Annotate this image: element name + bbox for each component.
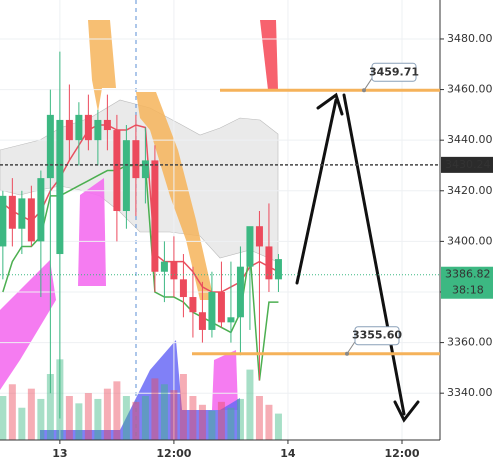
y-tick-label: 3460.00	[447, 83, 493, 96]
candle-body	[56, 119, 64, 255]
volume-bar	[122, 396, 130, 440]
price-label: 3386.82	[445, 268, 491, 281]
countdown: 38:18	[452, 284, 484, 297]
red-ribbon	[260, 20, 278, 90]
candle-body	[84, 114, 92, 141]
candle-body	[208, 291, 216, 330]
candle-body	[151, 160, 159, 272]
y-tick-label: 3400.00	[447, 234, 493, 247]
volume-bar	[18, 407, 26, 440]
arrows	[295, 92, 420, 423]
volume-bar	[94, 398, 102, 440]
price-box	[441, 156, 493, 173]
level-box	[354, 326, 400, 346]
y-tick-label: 3360.00	[447, 336, 493, 349]
level-label: 3459.71	[369, 65, 419, 78]
candle-body	[189, 297, 197, 313]
magenta-ribbon	[0, 260, 56, 390]
y-tick-label: 3340.00	[447, 386, 493, 399]
candle-body	[94, 119, 102, 141]
level-label: 3355.60	[352, 329, 402, 342]
volume-bar	[84, 393, 92, 440]
volume-bar	[37, 398, 45, 440]
y-tick-label: 3480.00	[447, 32, 493, 45]
magenta-ribbon	[78, 178, 106, 286]
volume-bar	[160, 384, 168, 440]
x-tick-label: 12:00	[156, 447, 191, 460]
arrow-head	[316, 92, 344, 116]
candle-body	[27, 198, 35, 242]
volume-bar	[8, 384, 16, 440]
volume-bar	[227, 407, 235, 440]
volume-bar	[198, 404, 206, 440]
candle-body	[236, 266, 244, 318]
moving-average	[2, 124, 279, 293]
volume-bar	[208, 410, 216, 440]
volume-bar	[75, 403, 83, 440]
candle-body	[170, 261, 178, 280]
volume-bar	[274, 413, 282, 440]
candle-body	[8, 195, 16, 229]
x-tick-label: 13	[52, 447, 67, 460]
level-box	[371, 62, 417, 82]
level-anchor	[362, 88, 366, 93]
price-label: 3430.24	[445, 158, 491, 171]
volume-bar	[103, 388, 111, 440]
candle-body	[0, 195, 7, 247]
blue-ribbon	[40, 340, 240, 440]
y-tick-label: 3440.00	[447, 133, 493, 146]
volume-bar	[236, 398, 244, 440]
volume-bar	[151, 378, 159, 440]
x-tick-label: 14	[280, 447, 296, 460]
volume-bar	[170, 390, 178, 440]
volume-bar	[132, 401, 140, 440]
candle-body	[246, 226, 254, 267]
candle-body	[37, 178, 45, 242]
candle-body	[255, 226, 263, 247]
arrow-up	[295, 98, 338, 285]
volume-bar	[179, 374, 187, 440]
volume-bar	[27, 388, 35, 440]
candle-body	[46, 114, 54, 179]
volume-bar	[255, 396, 263, 440]
volume-bar	[0, 396, 7, 440]
candle-body	[75, 114, 83, 141]
price-box	[441, 266, 493, 299]
candle-body	[160, 261, 168, 272]
candle-body	[227, 317, 235, 323]
volume-bar	[217, 401, 225, 440]
y-tick-label: 3420.00	[447, 184, 493, 197]
volume-bar	[265, 404, 273, 440]
arrow-down	[342, 93, 406, 416]
candle-body	[141, 160, 149, 179]
volume-bar	[65, 396, 73, 440]
level-anchor	[345, 351, 349, 356]
candle-body	[217, 291, 225, 323]
candle-body	[198, 312, 206, 330]
orange-ribbon	[136, 92, 214, 300]
volume-bar	[113, 381, 121, 440]
candle-body	[113, 130, 121, 212]
candle-body	[132, 140, 140, 179]
candle-body	[65, 119, 73, 141]
arrow-head	[393, 400, 420, 423]
candle-body	[103, 119, 111, 131]
candle-body	[122, 140, 130, 212]
volume-bar	[46, 374, 54, 440]
x-tick-label: 12:00	[384, 447, 419, 460]
volume-bar	[189, 396, 197, 440]
magenta-ribbon	[212, 350, 238, 410]
candle-body	[274, 259, 282, 280]
orange-ribbon	[88, 20, 116, 112]
volume-bar	[246, 369, 254, 440]
candle-body	[179, 279, 187, 298]
volume-bar	[141, 396, 149, 440]
candle-body	[265, 246, 273, 280]
plot	[0, 0, 440, 440]
candle-body	[18, 198, 26, 229]
